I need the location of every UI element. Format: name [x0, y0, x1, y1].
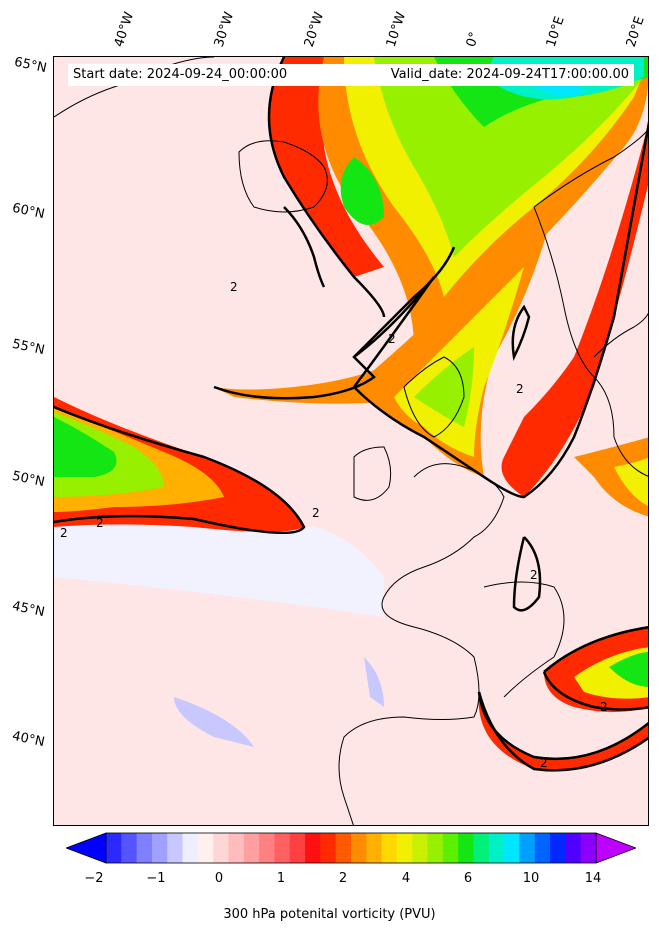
longitude-label: 40°W — [111, 10, 138, 49]
colorbar-cell — [351, 833, 367, 863]
colorbar-cell — [458, 833, 474, 863]
contour-labels: 2 2 2 2 2 2 2 2 2 — [60, 280, 608, 770]
colorbar-cell — [488, 833, 505, 863]
colorbar-tick-label: −1 — [146, 871, 166, 886]
latitude-label: 60°N — [10, 200, 46, 223]
contour-label: 2 — [516, 382, 524, 396]
colorbar-tick-label: 4 — [401, 871, 411, 886]
colorbar-cell — [197, 833, 214, 863]
colorbar-tick-label: 14 — [584, 871, 602, 886]
colorbar-cell — [289, 833, 306, 863]
colorbar — [66, 832, 636, 864]
longitude-label: 0° — [463, 30, 483, 49]
colorbar-cell — [213, 833, 229, 863]
contour-label: 2 — [388, 332, 396, 346]
pv-high-band — [374, 57, 648, 257]
colorbar-cell — [259, 833, 275, 863]
contour-label: 2 — [600, 700, 608, 714]
potential-vorticity-map: 2 2 2 2 2 2 2 2 2 — [54, 57, 648, 825]
colorbar-cell — [534, 833, 551, 863]
longitude-label: 30°W — [211, 10, 238, 49]
contour-label: 2 — [540, 756, 548, 770]
colorbar-cell — [381, 833, 398, 863]
colorbar-cell — [106, 833, 122, 863]
pv-2-contours — [54, 57, 648, 772]
pv-high-band — [340, 157, 384, 225]
contour-label: 2 — [530, 568, 538, 582]
latitude-label: 65°N — [12, 54, 48, 77]
colorbar-cell — [550, 833, 566, 863]
pv-high-band — [54, 417, 117, 477]
colorbar-cell — [182, 833, 199, 863]
colorbar-cell — [151, 833, 168, 863]
pv-high-band — [574, 437, 648, 517]
pv-high-band — [609, 652, 648, 687]
colorbar-frame — [105, 832, 597, 864]
date-info-box: Start date: 2024-09-24_00:00:00 Valid_da… — [68, 64, 634, 86]
colorbar-cell — [274, 833, 291, 863]
latitude-label: 55°N — [10, 336, 46, 359]
colorbar-cell — [136, 833, 153, 863]
contour-label: 2 — [312, 506, 320, 520]
colorbar-cell — [305, 833, 321, 863]
colorbar-tick-label: 6 — [463, 871, 473, 886]
colorbar-cell — [396, 833, 413, 863]
colorbar-cell — [366, 833, 383, 863]
pv-high-band — [614, 457, 648, 506]
colorbar-cell — [580, 833, 597, 863]
map-panel: 2 2 2 2 2 2 2 2 2 — [53, 56, 649, 826]
low-pv-patch — [174, 697, 254, 747]
low-pv-patch — [364, 657, 384, 707]
colorbar-cell — [473, 833, 490, 863]
latitude-label: 40°N — [10, 728, 46, 751]
longitude-label: 10°E — [543, 14, 568, 50]
contour-label: 2 — [230, 280, 238, 294]
colorbar-cell — [335, 833, 352, 863]
colorbar-cell — [320, 833, 337, 863]
colorbar-extend-max — [595, 832, 636, 864]
colorbar-tick-label: 0 — [214, 871, 224, 886]
latitude-label: 45°N — [10, 598, 46, 621]
colorbar-tick-label: 1 — [276, 871, 286, 886]
colorbar-cells — [66, 832, 636, 864]
colorbar-cell — [412, 833, 429, 863]
latitude-label: 50°N — [10, 468, 46, 491]
colorbar-cell — [442, 833, 459, 863]
colorbar-cell — [167, 833, 184, 863]
colorbar-tick-label: 2 — [338, 871, 348, 886]
colorbar-tick-label: 10 — [522, 871, 540, 886]
valid-date-text: Valid_date: 2024-09-24T17:00:00.00 — [390, 67, 629, 82]
coastlines — [54, 57, 648, 825]
start-date-text: Start date: 2024-09-24_00:00:00 — [73, 67, 288, 82]
contour-label: 2 — [96, 516, 104, 530]
colorbar-cell — [519, 833, 536, 863]
contour-label: 2 — [60, 526, 68, 540]
colorbar-cell — [504, 833, 520, 863]
colorbar-tick-label: −2 — [84, 871, 104, 886]
colorbar-cell — [121, 833, 138, 863]
colorbar-title: 300 hPa potenital vorticity (PVU) — [223, 907, 436, 922]
colorbar-extend-min — [66, 832, 107, 864]
colorbar-cell — [228, 833, 245, 863]
colorbar-cell — [565, 833, 582, 863]
colorbar-cell — [427, 833, 444, 863]
pv-high-band — [414, 347, 474, 427]
longitude-label: 10°W — [383, 10, 410, 49]
pv-high-band — [501, 124, 648, 497]
pv-high-band — [269, 57, 384, 277]
longitude-label: 20°W — [301, 10, 328, 49]
colorbar-cell — [243, 833, 260, 863]
pv-high-band — [478, 692, 648, 771]
longitude-label: 20°E — [623, 14, 648, 50]
